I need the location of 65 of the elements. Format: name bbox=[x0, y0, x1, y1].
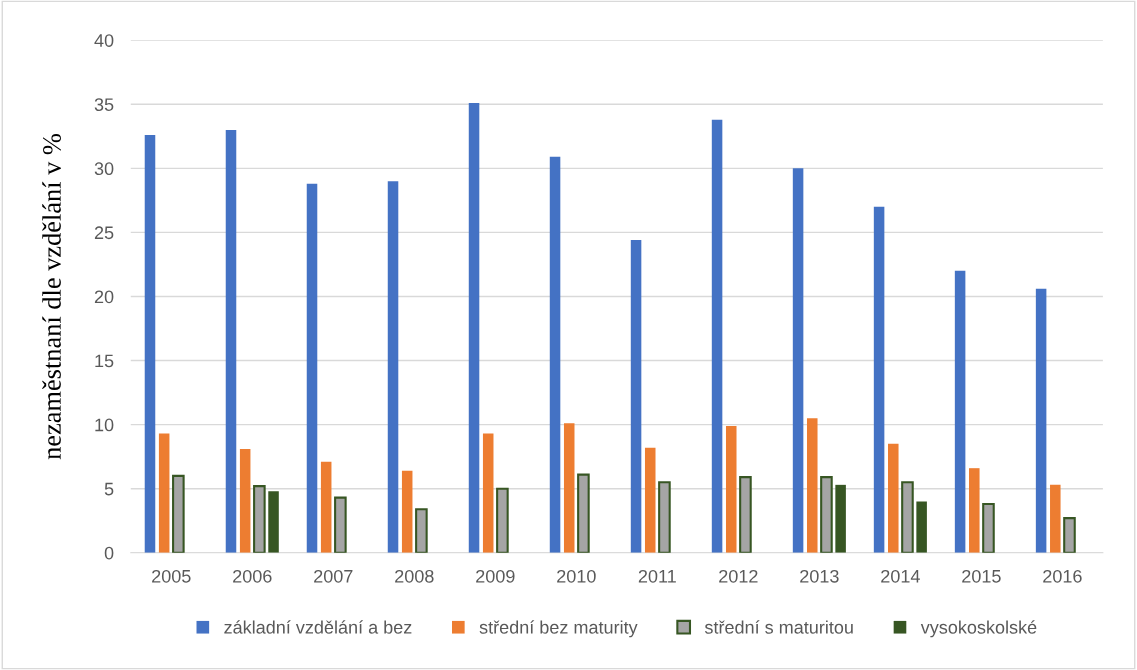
bar bbox=[711, 119, 723, 553]
bar bbox=[172, 474, 185, 553]
bar bbox=[239, 448, 251, 553]
x-tick-label: 2010 bbox=[557, 569, 596, 583]
bar bbox=[835, 484, 846, 553]
bar bbox=[306, 183, 318, 553]
bar bbox=[982, 503, 995, 553]
x-tick-label: 2015 bbox=[962, 569, 1001, 583]
bar bbox=[969, 468, 980, 553]
bar bbox=[268, 491, 279, 553]
y-axis-title: nezaměstnaní dle vzdělání v % bbox=[42, 133, 61, 460]
bar bbox=[916, 501, 927, 553]
bar bbox=[1050, 484, 1061, 553]
y-tick-label: 20 bbox=[94, 290, 114, 304]
bar bbox=[225, 129, 237, 553]
bar bbox=[630, 240, 642, 553]
bar bbox=[888, 443, 899, 553]
bar bbox=[144, 135, 156, 553]
bar bbox=[482, 433, 494, 553]
bar bbox=[496, 487, 509, 553]
bar bbox=[468, 102, 480, 553]
x-tick-label: 2006 bbox=[233, 569, 272, 583]
y-tick-label: 0 bbox=[104, 546, 114, 560]
bar bbox=[873, 206, 885, 553]
bar bbox=[954, 270, 966, 553]
bar bbox=[253, 485, 266, 553]
bar bbox=[725, 425, 737, 553]
y-tick-label: 40 bbox=[94, 34, 114, 47]
bar bbox=[563, 423, 575, 553]
bar bbox=[792, 168, 804, 553]
bar bbox=[415, 508, 428, 553]
bar bbox=[739, 476, 752, 553]
x-tick-label: 2012 bbox=[719, 569, 758, 583]
bar bbox=[320, 461, 332, 553]
x-tick-label: 2005 bbox=[152, 569, 191, 583]
bar bbox=[1063, 517, 1076, 553]
legend-label: základní vzdělání a bez bbox=[224, 620, 412, 634]
legend-label: vysokoskolské bbox=[920, 620, 1037, 638]
y-tick-label: 25 bbox=[94, 226, 114, 240]
bar bbox=[401, 470, 413, 553]
y-tick-label: 35 bbox=[94, 98, 114, 111]
bar bbox=[158, 433, 170, 553]
bar bbox=[549, 156, 561, 553]
x-tick-label: 2014 bbox=[881, 569, 920, 583]
legend-label: střední bez maturity bbox=[479, 620, 638, 638]
bar bbox=[644, 447, 656, 553]
bar bbox=[1035, 288, 1047, 553]
bar bbox=[387, 181, 399, 553]
bar bbox=[334, 496, 347, 553]
y-tick-label: 5 bbox=[104, 482, 114, 496]
x-tick-label: 2011 bbox=[638, 569, 676, 583]
x-tick-label: 2009 bbox=[476, 569, 515, 583]
legend-label: střední s maturitou bbox=[704, 620, 853, 634]
x-tick-label: 2016 bbox=[1043, 569, 1082, 583]
x-tick-label: 2007 bbox=[314, 569, 353, 583]
bar bbox=[901, 481, 914, 553]
x-tick-label: 2013 bbox=[800, 569, 839, 583]
bar bbox=[577, 473, 590, 553]
y-tick-label: 10 bbox=[95, 418, 114, 432]
bar bbox=[658, 481, 671, 553]
y-tick-label: 15 bbox=[95, 354, 114, 368]
x-tick-label: 2008 bbox=[395, 569, 434, 583]
bar bbox=[820, 476, 833, 553]
bar bbox=[807, 418, 818, 553]
y-tick-label: 30 bbox=[94, 162, 114, 176]
